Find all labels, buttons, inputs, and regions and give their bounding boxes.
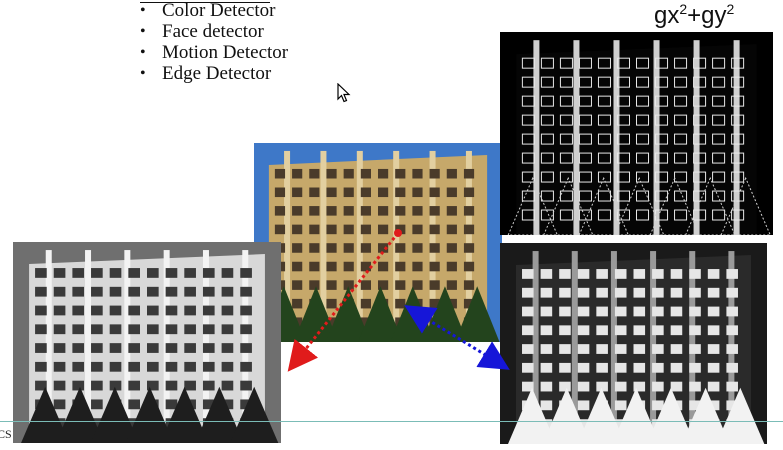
formula-gy: gy (701, 2, 727, 29)
red-arrow (287, 232, 400, 372)
blue-arrow (404, 305, 510, 370)
footer-rule (0, 421, 783, 422)
bullet-motion-detector: Motion Detector (140, 42, 288, 63)
inverted-image (500, 243, 767, 444)
gradient-formula: gx2+gy2 (654, 1, 734, 30)
edge-magnitude-image (500, 32, 773, 235)
bullet-edge-detector: Edge Detector (140, 63, 288, 84)
grayscale-image (13, 242, 281, 443)
formula-plus: + (687, 2, 702, 29)
bullet-list: Color Detector Face detector Motion Dete… (140, 0, 288, 84)
footer-text: CS (0, 427, 12, 441)
formula-gx: gx (654, 2, 680, 29)
mouse-pointer-icon (337, 83, 351, 103)
bullet-color-detector: Color Detector (140, 0, 288, 21)
formula-exp-2: 2 (726, 1, 735, 17)
bullet-face-detector: Face detector (140, 21, 288, 42)
formula-exp-1: 2 (679, 1, 688, 17)
